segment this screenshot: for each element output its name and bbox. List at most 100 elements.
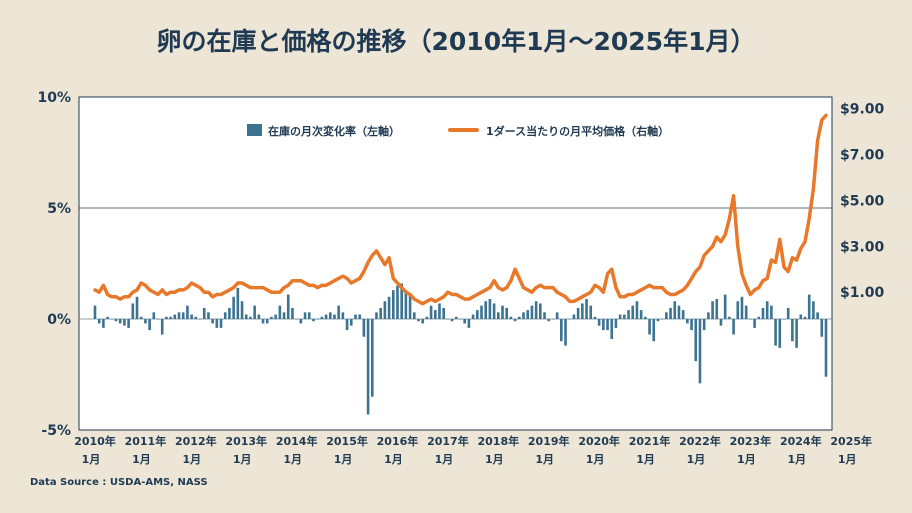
stock-change-bar (160, 319, 164, 335)
stock-change-bar (681, 310, 685, 319)
x-axis-tick-year: 2013年 (225, 434, 267, 448)
stock-change-bar (694, 319, 698, 362)
stock-change-bar (652, 319, 656, 342)
stock-change-bar (341, 312, 345, 319)
stock-change-bar (648, 319, 651, 335)
stock-change-bar (127, 319, 130, 328)
stock-change-bar (148, 319, 151, 331)
stock-change-bar (543, 312, 546, 319)
stock-change-bar (324, 314, 328, 319)
stock-change-bar (349, 319, 353, 326)
stock-change-bar (715, 299, 719, 319)
x-axis-tick-month: 1月 (334, 453, 353, 466)
stock-change-bar (589, 305, 593, 319)
stock-change-bar (749, 319, 752, 320)
legend: 在庫の月次変化率（左軸） 1ダース当たりの月平均価格（右軸） (247, 124, 669, 138)
stock-change-bar (114, 319, 118, 322)
stock-change-bar (707, 312, 710, 319)
stock-change-bar (383, 301, 387, 319)
stock-change-bar (660, 319, 664, 320)
x-axis-tick-year: 2017年 (427, 434, 469, 448)
stock-change-bar (106, 316, 109, 319)
stock-change-bar (673, 301, 677, 319)
stock-change-bar (812, 301, 815, 319)
stock-change-bar (614, 319, 618, 328)
stock-change-bar (719, 319, 723, 326)
stock-change-bar (110, 319, 114, 320)
stock-change-bar (803, 316, 807, 319)
x-axis-tick-year: 2023年 (730, 434, 772, 448)
stock-change-bar (139, 316, 143, 319)
stock-change-bar (282, 312, 286, 319)
stock-change-bar (555, 312, 559, 319)
x-axis-tick-year: 2011年 (125, 434, 167, 448)
x-axis-tick-year: 2024年 (780, 434, 822, 448)
stock-change-bar (102, 319, 105, 328)
stock-change-bar (412, 312, 416, 319)
stock-change-bar (518, 316, 521, 319)
left-axis-tick-label: 0% (47, 312, 71, 328)
stock-change-bar (265, 319, 269, 324)
stock-change-bar (627, 310, 630, 319)
stock-change-bar (211, 319, 214, 324)
stock-change-bar (257, 314, 261, 319)
x-axis-tick-month: 1月 (586, 453, 605, 466)
stock-change-bar (320, 316, 324, 319)
stock-change-bar (522, 312, 525, 319)
stock-change-bar (253, 305, 256, 319)
bar-series (93, 283, 828, 415)
stock-change-bar (417, 319, 420, 322)
stock-change-bar (551, 319, 555, 320)
page-title: 卵の在庫と価格の推移（2010年1月〜2025年1月） (156, 27, 756, 56)
x-axis-tick-month: 1月 (787, 453, 806, 466)
stock-change-bar (744, 305, 748, 319)
stock-change-bar (198, 319, 202, 320)
stock-change-bar (568, 319, 572, 320)
x-axis-tick-month: 1月 (535, 453, 554, 466)
stock-change-bar (492, 303, 496, 319)
stock-change-bar (261, 319, 265, 324)
stock-change-bar (455, 316, 458, 319)
stock-change-bar (753, 319, 756, 328)
stock-change-bar (698, 319, 702, 384)
stock-change-bar (711, 301, 714, 319)
stock-change-bar (333, 314, 336, 319)
data-source-note: Data Source : USDA-AMS, NASS (30, 477, 208, 488)
stock-change-bar (778, 319, 782, 348)
x-axis-tick-year: 2020年 (578, 434, 620, 448)
stock-change-bar (303, 312, 307, 319)
stock-change-bar (408, 294, 412, 319)
stock-change-bar (400, 283, 403, 319)
stock-change-bar (396, 285, 399, 319)
x-axis-tick-month: 1月 (687, 453, 706, 466)
left-axis-tick-label: 5% (47, 201, 71, 217)
x-axis-tick-month: 1月 (384, 453, 403, 466)
x-axis-tick-year: 2010年 (74, 434, 116, 448)
stock-change-bar (782, 319, 786, 320)
stock-change-bar (249, 316, 252, 319)
stock-change-bar (219, 319, 223, 328)
stock-change-bar (177, 312, 181, 319)
x-axis-tick-year: 2019年 (528, 434, 570, 448)
stock-change-bar (534, 301, 538, 319)
stock-change-bar (728, 316, 731, 319)
stock-change-bar (656, 319, 660, 322)
stock-change-bar (181, 312, 185, 319)
stock-change-bar (488, 299, 492, 319)
stock-change-bar (118, 319, 122, 324)
legend-swatch-bars (247, 124, 262, 136)
stock-change-bar (240, 301, 244, 319)
right-axis-tick-label: $1.00 (840, 285, 885, 301)
stock-change-bar (560, 319, 563, 342)
stock-change-bar (484, 301, 487, 319)
stock-change-bar (816, 312, 819, 319)
stock-change-bar (618, 314, 622, 319)
right-axis-tick-label: $7.00 (840, 147, 885, 163)
left-axis-tick-label: 10% (37, 90, 71, 106)
stock-change-bar (820, 319, 824, 337)
stock-change-bar (623, 314, 626, 319)
stock-change-bar (539, 303, 542, 319)
stock-change-bar (736, 301, 740, 319)
stock-change-bar (173, 314, 177, 319)
stock-change-bar (232, 296, 235, 319)
